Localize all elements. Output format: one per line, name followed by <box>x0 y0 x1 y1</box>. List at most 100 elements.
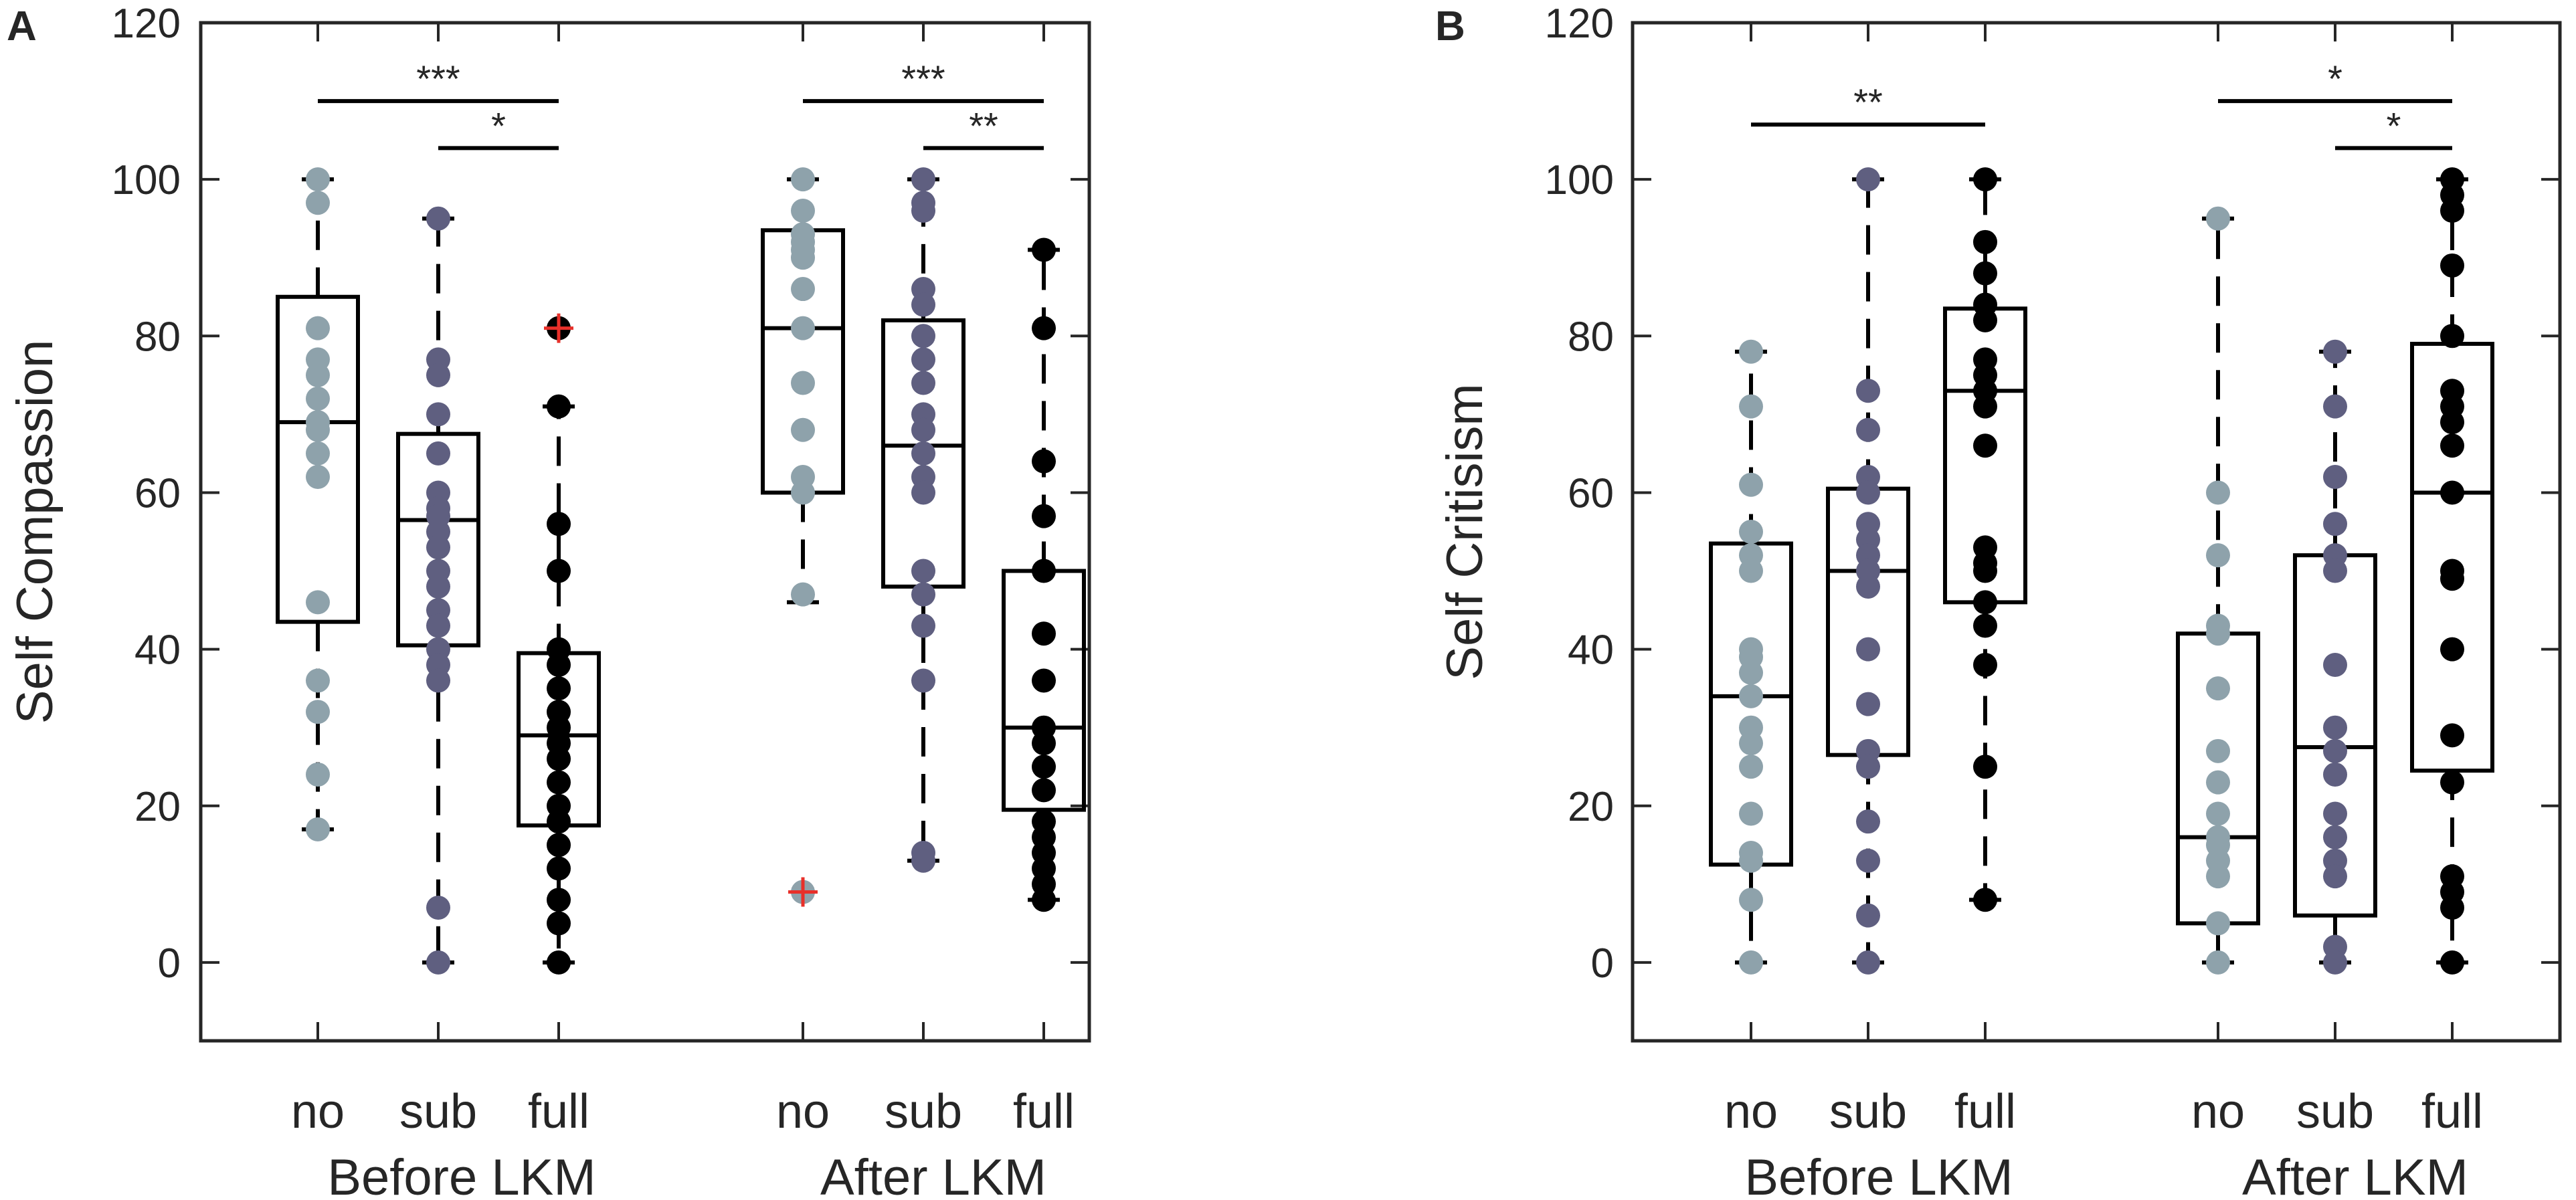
panel-b-significance-label: * <box>2328 58 2342 100</box>
panel-a-ylabel: Self Compassion <box>7 340 64 724</box>
panel-b-after-lkm-sub-data-point <box>2323 653 2347 678</box>
panel-b-after-lkm-no-data-point <box>2206 206 2230 231</box>
panel-a-before-lkm-sub-label: sub <box>399 1085 477 1138</box>
panel-a-before-lkm-full-label: full <box>528 1085 589 1138</box>
panel-a-before-lkm-no-label: no <box>291 1085 345 1138</box>
panel-b-ytick-label: 0 <box>1591 940 1614 987</box>
panel-b-after-lkm-full-data-point <box>2440 480 2464 505</box>
panel-b-letter: B <box>1435 3 1465 49</box>
panel-b-after-lkm-sub-data-point <box>2323 825 2347 849</box>
panel-b-after-lkm-no-data-point <box>2206 864 2230 889</box>
panel-a-significance-label: ** <box>969 104 998 146</box>
panel-b-after-lkm-no-data-point <box>2206 738 2230 763</box>
panel-b-before-lkm-full-data-point <box>1973 653 1997 678</box>
panel-b-before-lkm-no-data-point <box>1739 684 1763 708</box>
panel-b-before-lkm-no-data-point <box>1739 559 1763 583</box>
panel-b-after-lkm-no-data-point <box>2206 621 2230 646</box>
panel-b-after-lkm-no-label: no <box>2191 1085 2245 1138</box>
panel-b-after-lkm-full-data-point <box>2440 637 2464 662</box>
panel-b-after-lkm-no-data-point <box>2206 770 2230 795</box>
panel-a-before-lkm-no-data-point <box>306 316 330 340</box>
panel-b-after-lkm-full-data-point <box>2440 723 2464 748</box>
panel-a-after-lkm-sub-data-point <box>911 167 935 192</box>
panel-b-after-lkm-sub-data-point <box>2323 465 2347 490</box>
panel-b-before-lkm-full-data-point <box>1973 308 1997 332</box>
panel-b-after-lkm-sub-label: sub <box>2296 1085 2374 1138</box>
panel-a-before-lkm-full-data-point <box>547 888 571 912</box>
panel-a-before-lkm-sub-data-point <box>426 206 450 231</box>
panel-b-group-label-0: Before LKM <box>1744 1149 2013 1200</box>
panel-b-after-lkm-no-data-point <box>2206 676 2230 701</box>
panel-a-before-lkm-sub-data-point <box>426 950 450 975</box>
panel-a-after-lkm-full-data-point <box>1032 316 1056 340</box>
panel-a-ytick-label: 20 <box>134 784 181 830</box>
panel-a-after-lkm-full-data-point <box>1032 668 1056 693</box>
panel-b-after-lkm-no-data-point <box>2206 950 2230 975</box>
panel-b-after-lkm-sub-data-point <box>2323 738 2347 763</box>
panel-b-after-lkm-full-data-point <box>2440 950 2464 975</box>
panel-a-ytick-label: 120 <box>112 1 181 47</box>
panel-b-before-lkm-sub-data-point <box>1856 379 1880 403</box>
panel-b-before-lkm-full-data-point <box>1973 559 1997 583</box>
panel-b-before-lkm-full-data-point <box>1973 755 1997 779</box>
panel-a-before-lkm-sub-data-point <box>426 895 450 920</box>
panel-a-after-lkm-sub-data-point <box>911 613 935 638</box>
panel-a-after-lkm-no-data-point <box>791 245 815 270</box>
panel-a-before-lkm-full-outlier-marker <box>544 313 573 343</box>
panel-a-after-lkm-full-data-point <box>1032 559 1056 583</box>
panel-b-after-lkm-no-data-point <box>2206 801 2230 826</box>
panel-b-before-lkm-full-data-point <box>1973 167 1997 192</box>
panel-b-before-lkm-no-data-point <box>1739 339 1763 364</box>
panel-b-before-lkm-full-data-point <box>1973 261 1997 286</box>
panel-b-after-lkm-no-data-point <box>2206 911 2230 936</box>
panel-b-before-lkm-sub-data-point <box>1856 809 1880 834</box>
panel-a-significance-label: *** <box>416 58 460 100</box>
panel-a-before-lkm-full-data-point <box>547 911 571 936</box>
panel-a-before-lkm-no-data-point <box>306 417 330 442</box>
panel-a-significance-label: *** <box>901 58 945 100</box>
panel-b-before-lkm-full-data-point <box>1973 394 1997 419</box>
panel-a-after-lkm-sub-data-point <box>911 347 935 372</box>
panel-a-before-lkm-full-data-point <box>547 746 571 771</box>
panel-b-after-lkm-sub-data-point <box>2323 864 2347 889</box>
panel-b-group-label-1: After LKM <box>2242 1149 2468 1200</box>
panel-b-ytick-label: 60 <box>1568 470 1614 516</box>
panel-b-after-lkm-sub-data-point <box>2323 339 2347 364</box>
panel-a-after-lkm-no-data-point <box>791 277 815 302</box>
panel-b-before-lkm-sub-data-point <box>1856 755 1880 779</box>
panel-a-significance-label: * <box>491 104 506 146</box>
panel-a-after-lkm-no-data-point <box>791 316 815 340</box>
panel-a-after-lkm-full-data-point <box>1032 755 1056 779</box>
panel-b-after-lkm-full-label: full <box>2421 1085 2483 1138</box>
panel-b-before-lkm-no-data-point <box>1739 950 1763 975</box>
panel-a-ytick-label: 80 <box>134 314 181 360</box>
panel-a-before-lkm-no-data-point <box>306 363 330 387</box>
panel-a-before-lkm-no-data-point <box>306 465 330 490</box>
panel-a-before-lkm-sub-data-point <box>426 535 450 560</box>
panel-b-after-lkm-no-data-point <box>2206 480 2230 505</box>
panel-a-after-lkm-sub-data-point <box>911 371 935 395</box>
panel-b-before-lkm-no-data-point <box>1739 660 1763 685</box>
panel-a-before-lkm-no-box <box>276 294 360 624</box>
panel-a-before-lkm-no-data-point <box>306 167 330 192</box>
panel-a-before-lkm-full-data-point <box>547 856 571 881</box>
panel-a-before-lkm-no-data-point <box>306 668 330 693</box>
panel-b-significance-label: ** <box>1853 81 1883 123</box>
panel-a-before-lkm-full-data-point <box>547 833 571 858</box>
panel-a-after-lkm-sub-data-point <box>911 292 935 317</box>
panel-a-before-lkm-sub-data-point <box>426 613 450 638</box>
panel-a-after-lkm-sub-data-point <box>911 559 935 583</box>
panel-b-before-lkm-full-data-point <box>1973 590 1997 615</box>
panel-b-after-lkm-sub-data-point <box>2323 762 2347 787</box>
panel-b-before-lkm-sub-data-point <box>1856 692 1880 716</box>
panel-b-after-lkm-full-data-point <box>2440 324 2464 348</box>
panel-a-after-lkm-no-label: no <box>776 1085 830 1138</box>
panel-b-before-lkm-sub-data-point <box>1856 950 1880 975</box>
panel-b-after-lkm-no-data-point <box>2206 543 2230 568</box>
panel-a-after-lkm-full-data-point <box>1032 778 1056 803</box>
panel-a-ytick-label: 0 <box>158 940 181 987</box>
panel-a-after-lkm-sub-data-point <box>911 480 935 505</box>
panel-a-before-lkm-no-data-point <box>306 700 330 724</box>
panel-a-ytick-label: 100 <box>112 157 181 203</box>
panel-a-before-lkm-sub-data-point <box>426 668 450 693</box>
